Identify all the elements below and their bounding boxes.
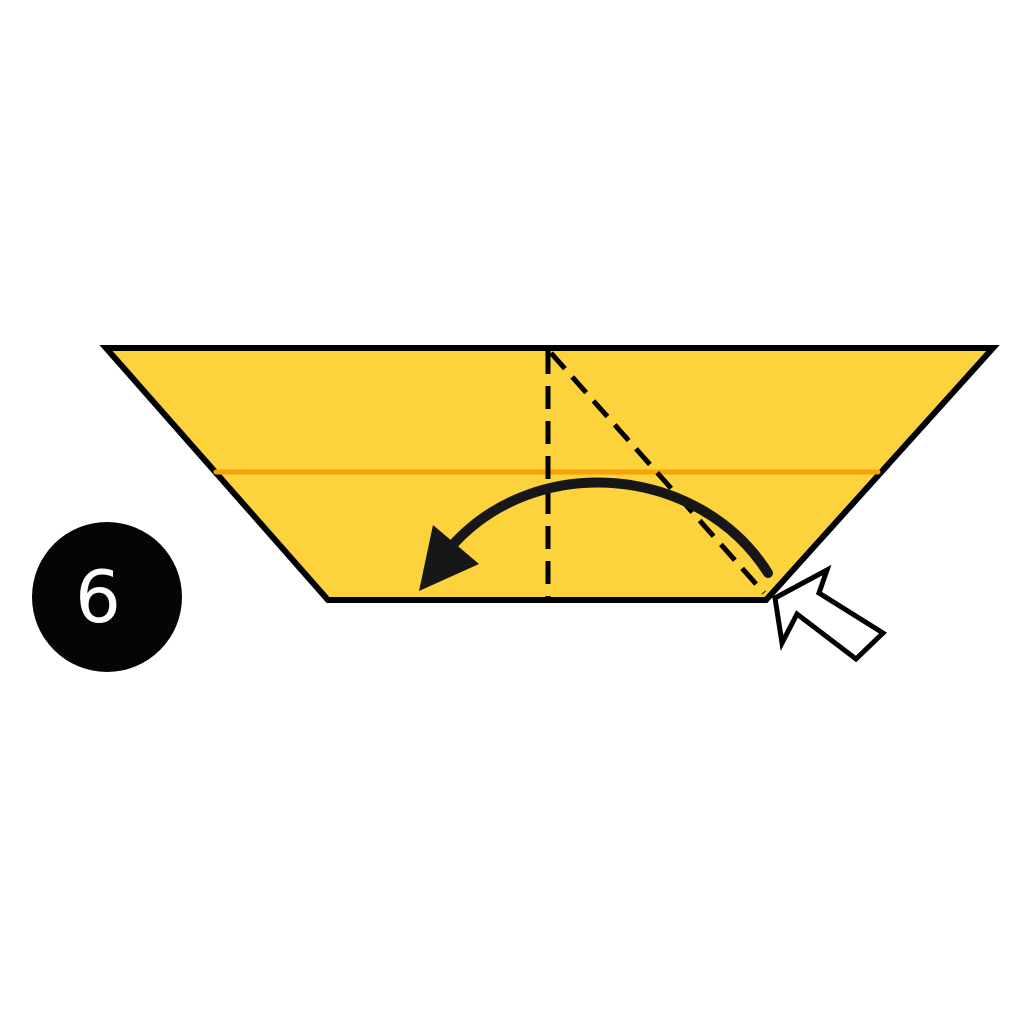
step-number-badge: 6 xyxy=(32,522,182,672)
curved-arrow-icon xyxy=(419,477,773,591)
curved-arrow-head xyxy=(419,525,479,591)
step-number: 6 xyxy=(75,555,121,639)
curved-arrow-shaft xyxy=(445,477,773,578)
diagonal-valley-fold-line xyxy=(549,351,766,595)
pointer-arrow-shape xyxy=(772,564,888,663)
paper-model xyxy=(99,345,1000,603)
hollow-pointer-arrow-icon xyxy=(772,564,888,663)
step-badge-circle xyxy=(32,522,182,672)
